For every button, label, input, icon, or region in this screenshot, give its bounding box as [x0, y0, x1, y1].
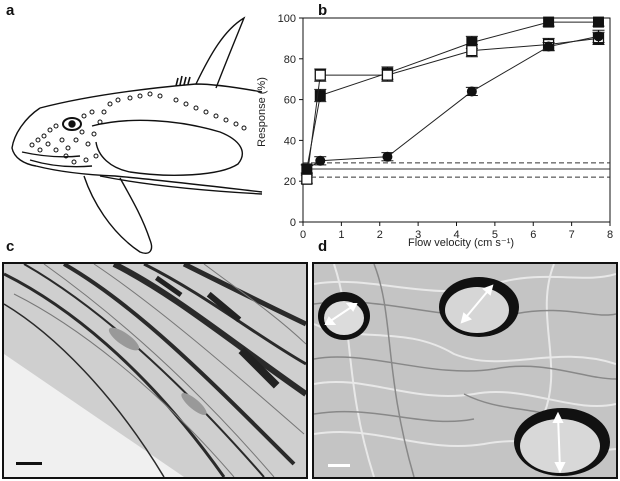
x-tick-label: 5 — [492, 229, 498, 241]
data-point — [381, 69, 394, 81]
x-tick-label: 6 — [530, 229, 536, 241]
y-tick-label: 40 — [284, 135, 296, 147]
x-axis-label: Flow velocity (cm s⁻¹) — [408, 237, 514, 249]
data-point — [301, 163, 312, 174]
panel-label-a: a — [6, 2, 15, 19]
chart-series — [300, 16, 605, 185]
x-tick-label: 1 — [338, 229, 344, 241]
pit-top-left — [318, 292, 370, 340]
series-line — [306, 37, 599, 180]
data-point — [543, 41, 554, 52]
y-tick-label: 60 — [284, 95, 296, 107]
data-point — [314, 69, 326, 81]
shark-head-drawing — [11, 16, 263, 254]
data-point — [314, 90, 326, 102]
y-tick-label: 80 — [284, 54, 296, 66]
data-point — [543, 16, 555, 28]
panel-label-c: c — [6, 238, 15, 255]
x-tick-label: 7 — [569, 229, 575, 241]
data-point — [593, 31, 604, 42]
data-point — [382, 151, 393, 162]
scale-bar — [16, 462, 42, 465]
data-point — [301, 173, 313, 185]
reference-lines — [303, 162, 610, 178]
y-axis-label: Response (%) — [256, 77, 268, 147]
micrograph-c — [2, 262, 308, 479]
pit-top-right — [439, 277, 519, 337]
y-tick-label: 0 — [290, 217, 296, 229]
x-tick-label: 4 — [453, 229, 459, 241]
x-tick-label: 0 — [300, 229, 306, 241]
data-point — [315, 155, 326, 166]
panel-label-d: d — [318, 238, 328, 255]
x-tick-label: 3 — [415, 229, 421, 241]
panel-label-b: b — [318, 2, 328, 19]
data-point — [466, 44, 478, 57]
plot-frame — [302, 17, 611, 223]
series-line — [306, 21, 599, 170]
x-tick-label: 8 — [607, 229, 613, 241]
y-tick-label: 20 — [284, 176, 296, 188]
micrograph-d — [312, 262, 618, 479]
data-point — [592, 16, 604, 28]
scale-bar-d — [328, 464, 350, 467]
data-point — [466, 86, 477, 97]
y-tick-label: 100 — [278, 13, 296, 25]
x-tick-label: 2 — [377, 229, 383, 241]
